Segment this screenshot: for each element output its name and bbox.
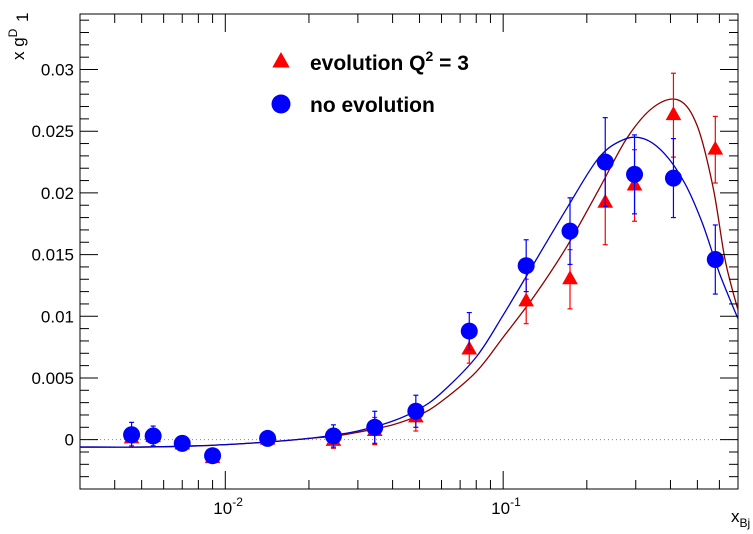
circle-marker — [561, 222, 579, 240]
y-tick-label: 0.02 — [41, 184, 74, 203]
circle-marker — [259, 429, 277, 447]
circle-marker — [324, 427, 342, 445]
x-tick-label: 10-2 — [213, 495, 243, 518]
y-tick-label: 0.01 — [41, 307, 74, 326]
legend-label: evolution Q2 = 3 — [310, 48, 469, 75]
fit-curve-1 — [79, 98, 739, 448]
y-tick-label: 0.025 — [31, 122, 74, 141]
circle-marker — [596, 153, 614, 171]
x-axis-label: xBj — [731, 507, 750, 530]
y-tick-label: 0.005 — [31, 369, 74, 388]
y-tick-label: 0.03 — [41, 61, 74, 80]
y-tick-label: 0.015 — [31, 246, 74, 265]
fit-curves — [79, 98, 739, 448]
circle-marker — [366, 418, 384, 436]
triangle-marker — [562, 270, 578, 285]
data-points — [123, 72, 724, 465]
axis-ticks: 0 0.005 0.01 0.015 0.02 0.025 0.03 10-2 10-1 — [31, 14, 738, 518]
triangle-marker — [518, 292, 535, 307]
circle-marker — [706, 251, 724, 269]
legend-label: no evolution — [310, 94, 435, 117]
y-axis-label-subscript: 1 — [13, 13, 32, 22]
fit-curve-2 — [79, 136, 739, 448]
triangle-marker — [707, 140, 724, 155]
triangle-marker — [665, 106, 682, 121]
plot-frame — [79, 13, 739, 490]
circle-marker — [517, 257, 535, 275]
circle-marker — [173, 434, 191, 452]
y-axis-label: x gD — [6, 28, 28, 60]
legend-circle-icon — [271, 94, 291, 114]
circle-marker — [144, 427, 162, 445]
circle-marker — [460, 322, 478, 340]
y-tick-label: 0 — [65, 431, 74, 450]
circle-marker — [407, 402, 425, 420]
legend-triangle-icon — [272, 52, 290, 68]
legend: evolution Q2 = 3 no evolution — [271, 48, 469, 117]
x-tick-label: 10-1 — [491, 495, 521, 518]
circle-marker — [664, 169, 682, 187]
circle-marker — [626, 165, 644, 183]
circle-marker — [204, 447, 222, 465]
circle-marker — [123, 426, 141, 444]
